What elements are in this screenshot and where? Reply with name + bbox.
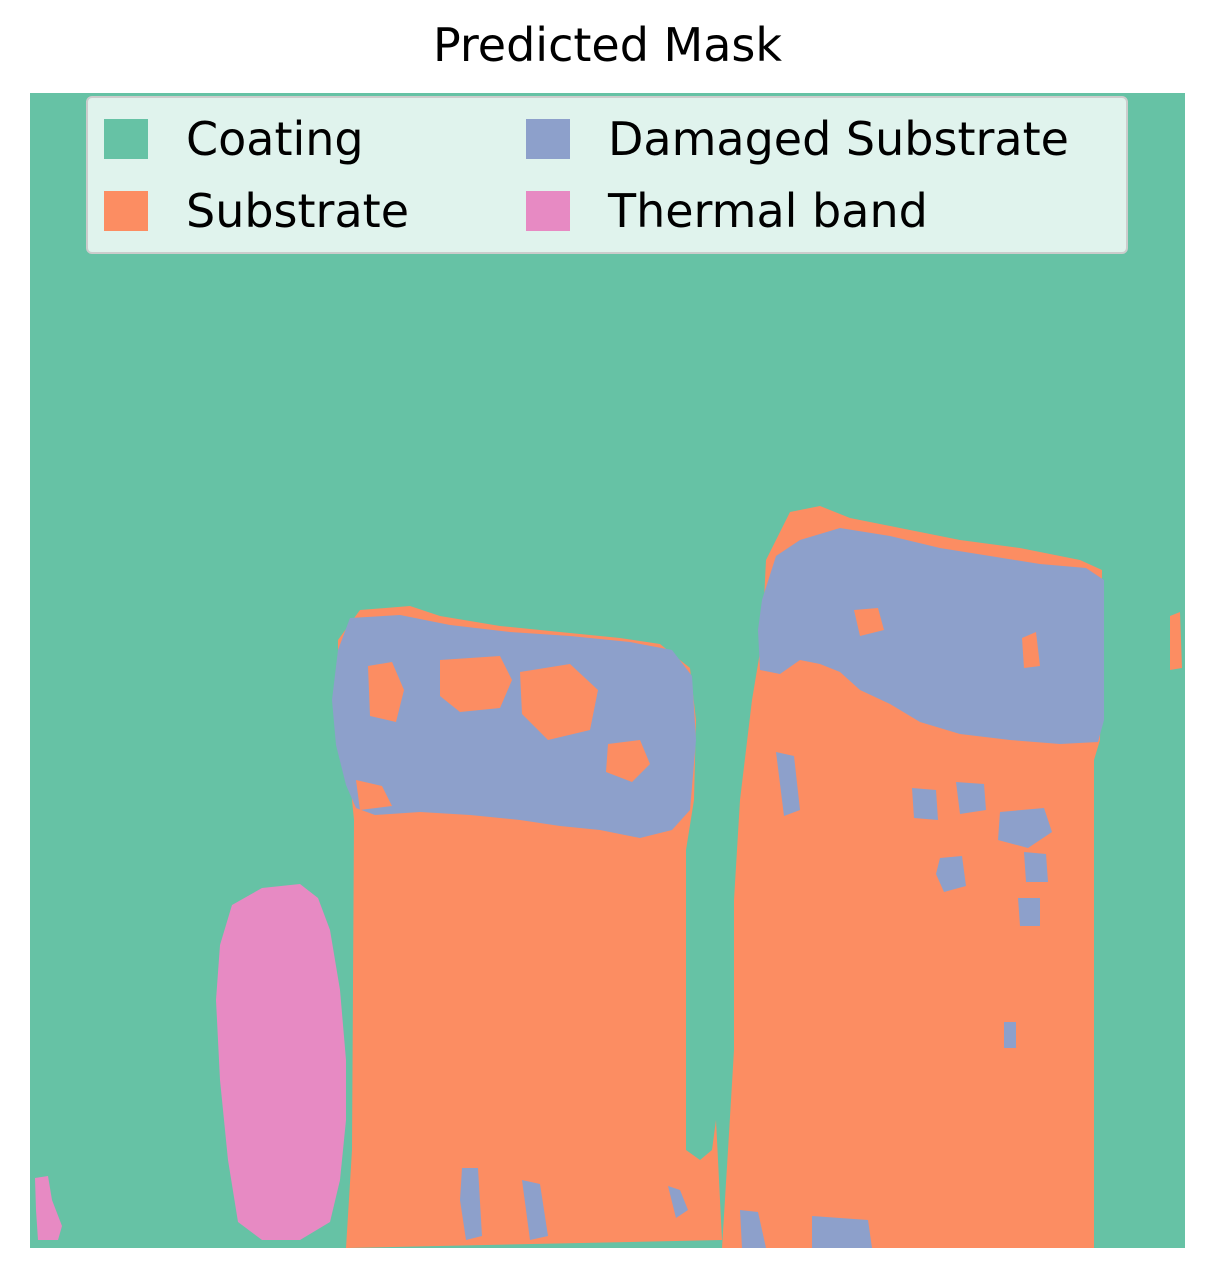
legend-swatch-coating xyxy=(104,119,148,159)
damaged-substrate-speck xyxy=(740,1210,766,1248)
substrate-speck xyxy=(1170,612,1182,670)
plot-title: Predicted Mask xyxy=(432,18,783,72)
substrate-patch xyxy=(440,656,512,712)
legend-label: Thermal band xyxy=(608,184,928,238)
legend-label: Coating xyxy=(186,112,364,166)
damaged-substrate-speck xyxy=(998,808,1052,848)
legend-item-coating: Coating xyxy=(104,116,364,162)
substrate-patch xyxy=(854,608,884,636)
legend-swatch-thermal-band xyxy=(526,191,570,231)
legend-item-thermal-band: Thermal band xyxy=(526,188,928,234)
thermal-band-region xyxy=(216,884,346,1240)
damaged-substrate-speck xyxy=(1018,898,1040,926)
damaged-substrate-speck xyxy=(460,1168,482,1240)
segmentation-mask xyxy=(30,93,1185,1248)
legend-swatch-damaged-substrate xyxy=(526,119,570,159)
damaged-substrate-speck xyxy=(936,856,966,892)
damaged-substrate-speck xyxy=(776,752,800,816)
damaged-substrate-speck xyxy=(1024,852,1048,882)
damaged-substrate-region-right xyxy=(758,528,1104,744)
damaged-substrate-speck xyxy=(956,782,986,814)
substrate-patch xyxy=(1022,632,1040,668)
legend-item-damaged-substrate: Damaged Substrate xyxy=(526,116,1069,162)
legend-item-substrate: Substrate xyxy=(104,188,409,234)
damaged-substrate-speck xyxy=(812,1216,872,1248)
substrate-patch xyxy=(520,664,598,740)
damaged-substrate-speck xyxy=(668,1186,688,1218)
legend-label: Damaged Substrate xyxy=(608,112,1069,166)
legend-swatch-substrate xyxy=(104,191,148,231)
substrate-patch xyxy=(368,662,404,722)
substrate-patch xyxy=(606,740,650,782)
damaged-substrate-speck xyxy=(912,788,938,820)
damaged-substrate-speck xyxy=(522,1180,548,1240)
legend: Coating Damaged Substrate Substrate Ther… xyxy=(86,96,1128,254)
substrate-patch xyxy=(356,780,392,810)
thermal-band-speck xyxy=(35,1176,62,1240)
damaged-substrate-speck xyxy=(1004,1022,1016,1048)
legend-label: Substrate xyxy=(186,184,409,238)
damaged-substrate-region-left xyxy=(332,615,696,838)
